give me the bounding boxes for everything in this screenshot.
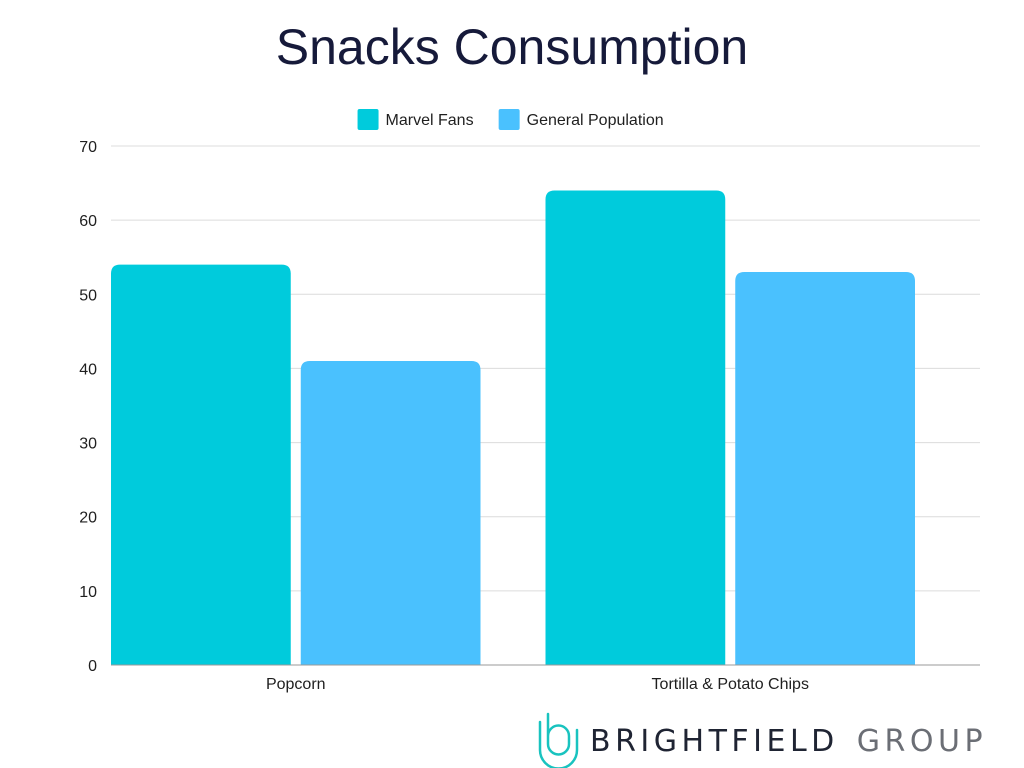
logo-word-brightfield: BRIGHTFIELD [590, 724, 839, 759]
y-tick-label: 50 [79, 287, 97, 304]
legend-swatch [357, 109, 379, 130]
y-tick-label: 60 [79, 213, 97, 230]
x-tick-label: Popcorn [266, 676, 326, 693]
y-tick-label: 20 [79, 510, 97, 527]
bar-marvel-fans-tortilla-potato-chips [545, 190, 726, 665]
brightfield-logo: BRIGHTFIELD GROUP [538, 712, 987, 768]
y-tick-label: 70 [79, 139, 97, 156]
legend: Marvel Fans General Population [357, 109, 664, 130]
y-tick-label: 0 [88, 658, 97, 675]
legend-label: General Population [527, 112, 664, 129]
bar-marvel-fans-popcorn [111, 264, 291, 665]
logo-text: BRIGHTFIELD GROUP [590, 724, 987, 759]
x-tick-label: Tortilla & Potato Chips [652, 676, 809, 693]
y-axis: 0 10 20 30 40 50 60 70 [79, 139, 97, 675]
legend-swatch [498, 109, 520, 130]
legend-label: Marvel Fans [386, 112, 474, 129]
y-tick-label: 40 [79, 361, 97, 378]
y-tick-label: 10 [79, 584, 97, 601]
bar-general-population-popcorn [300, 361, 481, 665]
bars [111, 190, 915, 665]
y-tick-label: 30 [79, 436, 97, 453]
chart-title: Snacks Consumption [276, 19, 748, 75]
x-axis: Popcorn Tortilla & Potato Chips [111, 664, 980, 693]
bar-general-population-tortilla-potato-chips [735, 272, 915, 665]
brightfield-mark-icon [538, 712, 579, 768]
logo-word-group: GROUP [857, 724, 987, 759]
